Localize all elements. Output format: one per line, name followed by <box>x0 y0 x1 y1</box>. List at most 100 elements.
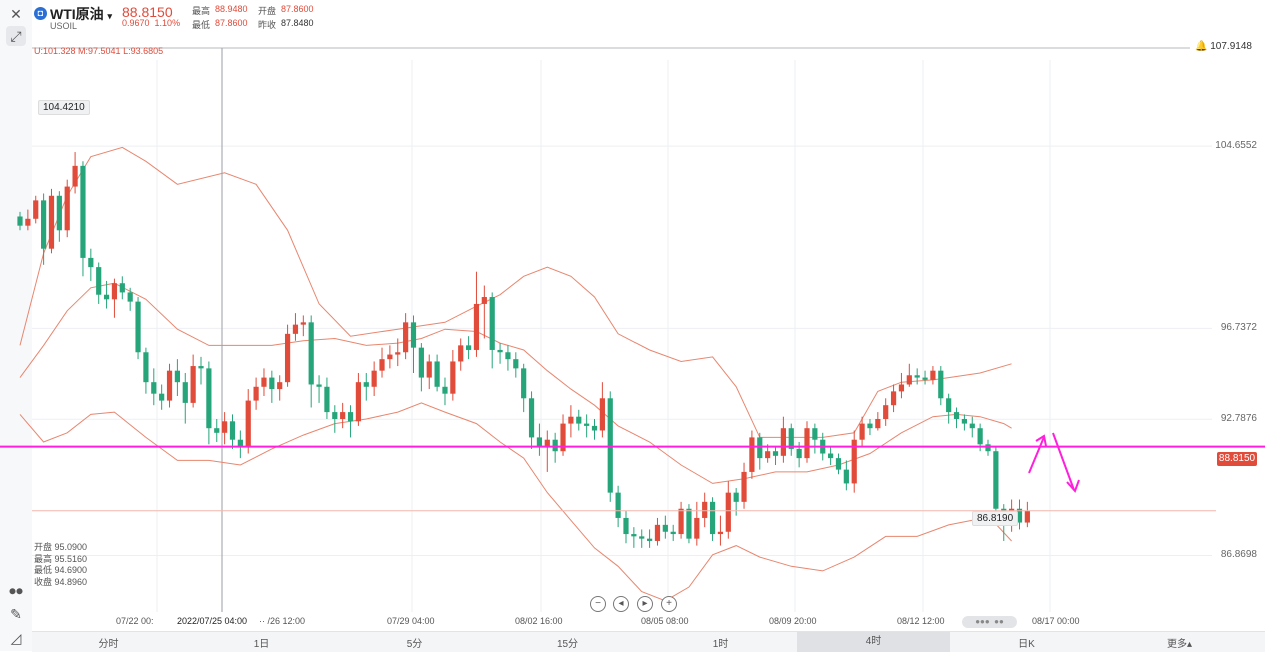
symbol-name[interactable]: WTI原油 ▾ <box>50 6 113 22</box>
candle <box>544 430 550 472</box>
candle-body <box>166 370 173 401</box>
candle <box>702 492 708 528</box>
candle-body <box>765 451 771 459</box>
timeframe-tab[interactable]: 1时 <box>712 639 729 650</box>
candle-body <box>316 384 322 387</box>
candle-body <box>88 257 94 268</box>
candle-body <box>631 534 637 537</box>
chart-grid <box>32 47 1212 612</box>
scroll-left-button[interactable]: ◂ <box>613 596 629 612</box>
close-icon[interactable]: ✕ <box>10 5 22 22</box>
candle <box>96 262 102 304</box>
candle <box>828 446 834 466</box>
candle-body <box>867 423 873 429</box>
y-tick-label: 86.8698 <box>1220 549 1257 561</box>
candle <box>1024 501 1030 528</box>
timeframe-tab[interactable]: 4时 <box>797 632 950 652</box>
ohlc-high: 最高 95.5160 <box>34 553 88 564</box>
candle <box>898 372 905 399</box>
candle <box>584 414 590 438</box>
low-price-label: 86.8190 <box>972 511 1019 526</box>
candle-body <box>127 292 133 302</box>
timeframe-tab[interactable]: 1日 <box>253 639 270 650</box>
indicator-icon[interactable]: ⦁⦁ <box>9 581 23 598</box>
candle <box>458 338 464 371</box>
candle <box>993 446 999 518</box>
timeframe-tab[interactable]: 更多▴ <box>1166 639 1193 650</box>
x-tick-label: 08/05 08:00 <box>641 616 689 626</box>
price-alert[interactable]: 🔔 107.9148 <box>1195 41 1252 52</box>
candle-body <box>458 345 464 362</box>
candle-body <box>647 538 653 541</box>
candle-body <box>961 418 967 424</box>
candle <box>127 287 133 311</box>
candle-body <box>96 267 102 295</box>
candle <box>450 349 456 401</box>
candle <box>418 343 424 392</box>
candle <box>599 382 605 438</box>
more-dots-icon[interactable]: ●●● ●● <box>962 616 1017 628</box>
expand-icon[interactable]: ⤢ <box>6 26 26 46</box>
candle-body <box>835 458 842 470</box>
candle-body <box>757 437 763 459</box>
x-tick-label: 2022/07/25 04:00 <box>177 616 248 626</box>
candle-body <box>17 216 23 226</box>
candle <box>229 414 236 449</box>
y-tick-label: 96.7372 <box>1220 322 1257 334</box>
symbol-badge-icon: ◘ <box>34 7 47 20</box>
candle <box>481 285 487 339</box>
candle <box>403 313 409 360</box>
low-value: 87.8600 <box>215 18 248 28</box>
prev-close-value: 87.8480 <box>281 18 314 28</box>
dropdown-icon: ▾ <box>107 11 113 21</box>
candle <box>733 488 739 516</box>
candle <box>835 453 842 475</box>
candle-body <box>182 382 188 403</box>
candle <box>103 280 110 309</box>
candle <box>379 347 385 378</box>
candle-body <box>654 524 661 541</box>
candle <box>277 375 283 401</box>
overlays <box>0 432 1265 512</box>
candle-body <box>568 416 574 424</box>
candle-body <box>772 451 779 456</box>
candle <box>591 418 598 440</box>
zoom-in-button[interactable]: + <box>661 596 677 612</box>
candle-body <box>914 375 920 378</box>
candle-body <box>403 322 409 353</box>
candle-body <box>953 412 960 419</box>
candle <box>214 418 220 443</box>
timeframe-tab[interactable]: 5分 <box>406 639 423 650</box>
candle <box>434 354 440 392</box>
candle <box>985 439 991 456</box>
candle-body <box>363 382 369 387</box>
timeframe-tab[interactable]: 分时 <box>98 639 119 650</box>
candle <box>237 430 243 459</box>
candle <box>88 248 94 281</box>
candle <box>505 345 511 371</box>
candle <box>206 361 212 445</box>
candle <box>308 315 314 408</box>
timeframe-tab[interactable]: 15分 <box>556 639 579 650</box>
candle <box>166 363 173 408</box>
pencil-icon[interactable]: ✎ <box>10 605 22 622</box>
candle <box>261 368 267 396</box>
candle-body <box>72 165 78 187</box>
candle-body <box>828 453 834 459</box>
candle <box>80 161 86 277</box>
ohlc-close: 收盘 94.8960 <box>34 576 88 587</box>
candle <box>772 446 779 466</box>
candle <box>528 391 535 449</box>
candle-body <box>922 377 928 380</box>
candle <box>946 393 952 424</box>
timeframe-tab[interactable]: 日K <box>1018 639 1035 650</box>
candle <box>576 409 582 431</box>
zoom-out-button[interactable]: − <box>590 596 606 612</box>
scroll-right-button[interactable]: ▸ <box>637 596 653 612</box>
candle <box>143 347 149 394</box>
candle-body <box>340 412 346 419</box>
chart-line-icon[interactable]: ◿ <box>10 629 22 646</box>
candle-body <box>977 428 983 445</box>
candle-body <box>64 186 70 231</box>
